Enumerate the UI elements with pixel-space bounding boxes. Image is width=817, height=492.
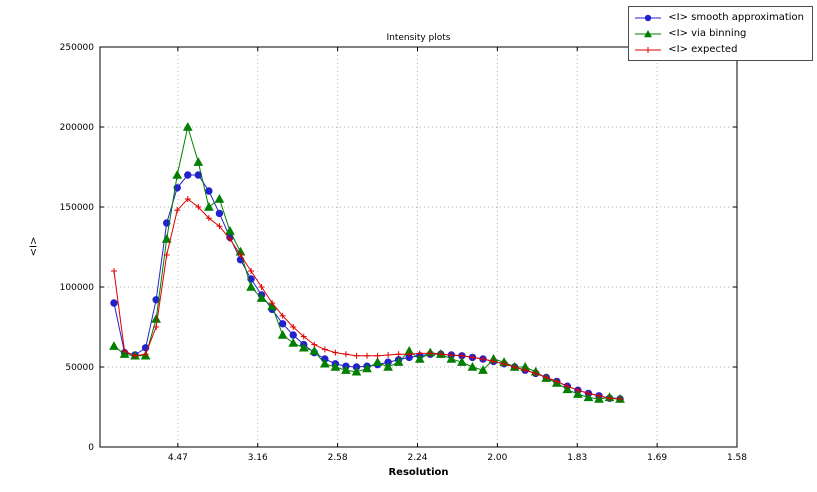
- x-tick-label: 1.69: [647, 453, 667, 463]
- x-tick-label: 1.58: [727, 453, 747, 463]
- legend-item: <I> via binning: [633, 26, 804, 41]
- y-tick-label: 200000: [60, 123, 95, 133]
- x-axis-label: Resolution: [388, 467, 449, 478]
- legend-marker-triangle-icon: [635, 29, 662, 37]
- series-markers-2: [110, 196, 624, 402]
- x-tick-label: 3.16: [248, 453, 268, 463]
- legend-item: <I> expected: [633, 42, 804, 57]
- legend-item-label: <I> via binning: [668, 28, 747, 39]
- legend-item-label: <I> smooth approximation: [668, 12, 804, 23]
- series-2: [110, 196, 624, 402]
- axis-ticks: [100, 46, 738, 448]
- y-tick-label: 50000: [65, 363, 94, 373]
- gridlines: [100, 46, 738, 448]
- y-tick-label: 0: [88, 443, 94, 453]
- x-tick-label: 2.24: [407, 453, 427, 463]
- legend-marker-circle-icon: [635, 14, 662, 21]
- legend: <I> smooth approximation <I> via binning <…: [628, 6, 813, 61]
- x-tick-labels: 4.47 3.16 2.58 2.24 2.00 1.83 1.69 1.58: [168, 453, 747, 463]
- y-axis-label: <I>: [28, 236, 40, 257]
- y-tick-labels: 0 50000 100000 150000 200000 250000: [60, 43, 95, 453]
- legend-marker-plus-icon: [635, 46, 662, 53]
- x-tick-label: 1.83: [567, 453, 587, 463]
- x-tick-label: 2.58: [328, 453, 348, 463]
- x-tick-label: 4.47: [168, 453, 188, 463]
- plot-border: [99, 46, 738, 448]
- series-1: [109, 121, 625, 403]
- legend-item-label: <I> expected: [668, 44, 738, 55]
- x-tick-label: 2.00: [487, 453, 507, 463]
- series-markers-1: [109, 121, 625, 403]
- chart-title: Intensity plots: [386, 33, 451, 43]
- legend-item: <I> smooth approximation: [633, 10, 804, 25]
- y-tick-label: 250000: [60, 43, 95, 53]
- y-tick-label: 150000: [60, 203, 95, 213]
- y-tick-label: 100000: [60, 283, 95, 293]
